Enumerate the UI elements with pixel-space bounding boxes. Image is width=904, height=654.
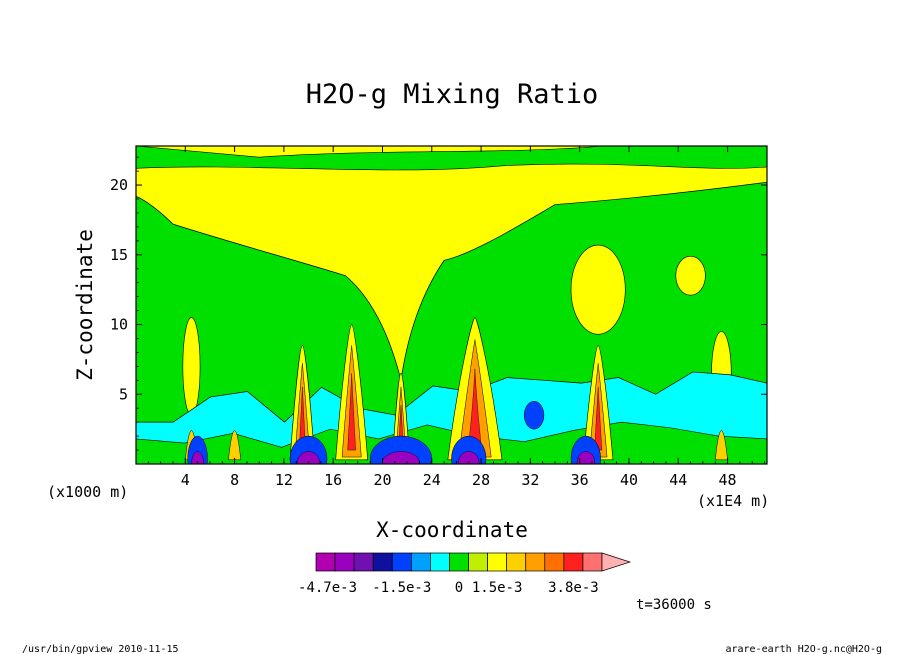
tower-peak — [299, 386, 306, 451]
x-tick-label: 40 — [620, 471, 638, 489]
small-plume — [228, 430, 242, 461]
y-axis-label: Z-coordinate — [73, 229, 97, 381]
x-units-left: (x1000 m) — [47, 483, 128, 501]
colorbar-label: 0 — [455, 580, 463, 596]
x-tick-label: 8 — [230, 471, 239, 489]
x-tick-label: 32 — [521, 471, 539, 489]
x-axis-label: X-coordinate — [376, 518, 528, 542]
negative-core — [191, 451, 204, 464]
moist-blob — [570, 244, 626, 335]
x-tick-label: 36 — [571, 471, 589, 489]
tower-peak — [594, 386, 603, 451]
colorbar-swatch — [449, 552, 469, 572]
y-tick-label: 20 — [110, 176, 128, 194]
negative-core — [458, 451, 480, 464]
plot-frame — [135, 145, 768, 465]
colorbar-label: -1.5e-3 — [372, 580, 431, 596]
chart-title: H2O-g Mixing Ratio — [306, 79, 599, 110]
y-tick-label: 5 — [119, 385, 128, 403]
colorbar-swatch — [372, 552, 393, 572]
colorbar-swatch — [506, 552, 527, 572]
x-tick-label: 4 — [181, 471, 190, 489]
time-label: t=36000 s — [636, 597, 712, 613]
colorbar-swatch — [315, 552, 336, 572]
colorbar-arrow — [601, 552, 632, 572]
x-tick-label: 24 — [423, 471, 441, 489]
plot-area — [136, 146, 767, 464]
x-tick-label: 12 — [275, 471, 293, 489]
colorbar-label: -4.7e-3 — [298, 580, 357, 596]
footer-right: arare-earth_H2O-g.nc@H2O-g — [725, 644, 882, 654]
negative-patch — [523, 400, 545, 430]
x-axis: 4 8 12 16 20 24 28 32 36 40 44 48 — [147, 146, 765, 489]
footer-left: /usr/bin/gpview 2010-11-15 — [22, 644, 179, 654]
colorbar-label: 3.8e-3 — [548, 580, 599, 596]
x-tick-label: 20 — [373, 471, 391, 489]
colorbar-label: 1.5e-3 — [472, 580, 523, 596]
upper-moist-band — [136, 146, 767, 381]
x-tick-label: 44 — [669, 471, 687, 489]
colorbar-swatch — [525, 552, 546, 572]
upper-dry-strip — [136, 146, 767, 171]
colorbar-swatch — [391, 552, 412, 572]
colorbar-swatch — [487, 552, 508, 572]
negative-core — [576, 451, 595, 464]
colorbar-swatch — [353, 552, 374, 572]
colorbar-swatch — [563, 552, 584, 572]
colorbar-swatch — [430, 552, 450, 572]
tower-peak — [467, 368, 482, 451]
y-tick-label: 10 — [110, 316, 128, 334]
x-units-right: (x1E4 m) — [697, 492, 769, 510]
moist-blob — [675, 255, 706, 296]
colorbar-swatch — [468, 552, 488, 572]
moist-blob — [182, 317, 201, 416]
small-plume — [714, 430, 728, 461]
tower-peak — [347, 373, 356, 451]
x-tick-label: 28 — [472, 471, 490, 489]
colorbar-swatch — [544, 552, 565, 572]
colorbar-swatch — [582, 552, 603, 572]
y-axis: 5 10 15 20 — [110, 156, 767, 451]
x-tick-label: 48 — [719, 471, 737, 489]
y-tick-label: 15 — [110, 246, 128, 264]
colorbar-swatch — [334, 552, 355, 572]
colorbar: -4.7e-3 -1.5e-3 0 1.5e-3 3.8e-3 — [298, 552, 632, 596]
colorbar-swatch — [410, 552, 431, 572]
x-tick-label: 16 — [324, 471, 342, 489]
negative-core — [297, 451, 320, 464]
